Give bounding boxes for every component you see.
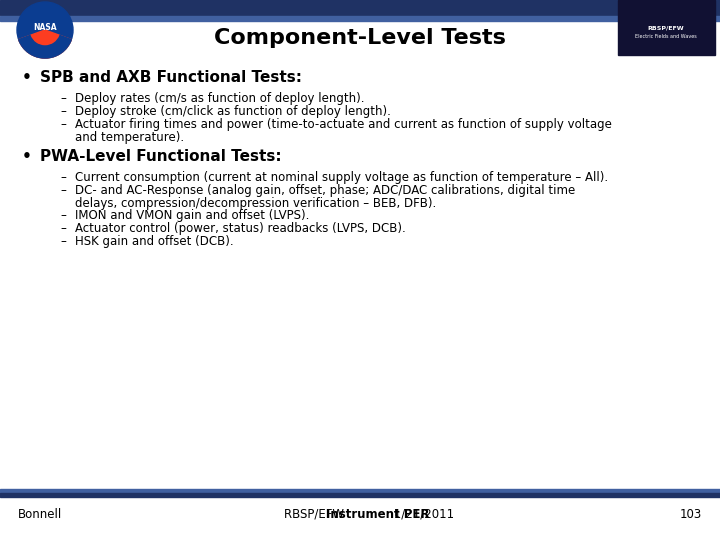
Bar [0, 16, 720, 21]
Text: Actuator firing times and power (time-to-actuate and current as function of supp: Actuator firing times and power (time-to… [75, 118, 612, 131]
Text: RBSP/EFW Instrument PER 1/21/2011: RBSP/EFW Instrument PER 1/21/2011 [251, 508, 469, 521]
Bar [618, 0, 715, 55]
Text: 1/21/2011: 1/21/2011 [390, 508, 454, 521]
Text: and temperature).: and temperature). [75, 131, 184, 144]
Circle shape [17, 2, 73, 58]
Text: HSK gain and offset (DCB).: HSK gain and offset (DCB). [75, 235, 233, 248]
Text: –: – [60, 184, 66, 197]
Wedge shape [19, 36, 71, 58]
Text: Actuator control (power, status) readbacks (LVPS, DCB).: Actuator control (power, status) readbac… [75, 222, 406, 235]
Bar [0, 489, 720, 493]
Text: Component-Level Tests: Component-Level Tests [214, 28, 506, 48]
Text: Deploy rates (cm/s as function of deploy length).: Deploy rates (cm/s as function of deploy… [75, 92, 364, 105]
Bar [0, 0, 720, 15]
Bar [0, 493, 720, 497]
Text: delays, compression/decompression verification – BEB, DFB).: delays, compression/decompression verifi… [75, 197, 436, 210]
Text: –: – [60, 92, 66, 105]
Text: –: – [60, 235, 66, 248]
Text: –: – [60, 105, 66, 118]
Text: SPB and AXB Functional Tests:: SPB and AXB Functional Tests: [40, 70, 302, 85]
Text: –: – [60, 171, 66, 184]
Wedge shape [19, 30, 71, 58]
Text: –: – [60, 118, 66, 131]
Text: Electric Fields and Waves: Electric Fields and Waves [635, 33, 697, 38]
Text: •: • [22, 70, 32, 85]
Text: Current consumption (current at nominal supply voltage as function of temperatur: Current consumption (current at nominal … [75, 171, 608, 184]
Text: –: – [60, 209, 66, 222]
Text: Bonnell: Bonnell [18, 508, 62, 521]
Text: IMON and VMON gain and offset (LVPS).: IMON and VMON gain and offset (LVPS). [75, 209, 310, 222]
Text: •: • [22, 149, 32, 164]
Text: Deploy stroke (cm/click as function of deploy length).: Deploy stroke (cm/click as function of d… [75, 105, 391, 118]
Text: RBSP/EFW: RBSP/EFW [284, 508, 348, 521]
Text: NASA: NASA [33, 23, 57, 31]
Text: 103: 103 [680, 508, 702, 521]
Text: PWA-Level Functional Tests:: PWA-Level Functional Tests: [40, 149, 282, 164]
Text: RBSP/EFW: RBSP/EFW [648, 25, 684, 30]
Text: –: – [60, 222, 66, 235]
Text: Instrument PER: Instrument PER [325, 508, 429, 521]
Text: DC- and AC-Response (analog gain, offset, phase; ADC/DAC calibrations, digital t: DC- and AC-Response (analog gain, offset… [75, 184, 575, 197]
